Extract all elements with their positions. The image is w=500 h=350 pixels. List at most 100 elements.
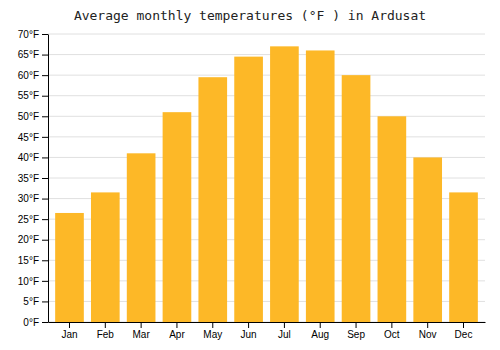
grid-line	[48, 116, 485, 117]
x-tick: Feb	[97, 322, 115, 340]
y-tick: 5°F	[23, 296, 48, 307]
bar	[55, 213, 84, 322]
x-tick-mark	[391, 322, 392, 328]
y-tick: 25°F	[18, 214, 48, 225]
x-tick: Dec	[455, 322, 473, 340]
x-tick-label: Nov	[419, 329, 437, 340]
x-tick-label: Oct	[384, 329, 400, 340]
y-tick-label: 10°F	[18, 276, 39, 287]
y-tick: 15°F	[18, 255, 48, 266]
x-tick: Aug	[311, 322, 329, 340]
y-tick: 70°F	[18, 29, 48, 40]
y-tick-label: 30°F	[18, 193, 39, 204]
x-tick-mark	[427, 322, 428, 328]
x-tick: Sep	[347, 322, 365, 340]
y-tick-label: 50°F	[18, 111, 39, 122]
x-tick: Oct	[384, 322, 400, 340]
y-tick-mark	[42, 199, 48, 200]
title: Average monthly temperatures (°F ) in Ar…	[74, 8, 426, 23]
y-tick-mark	[42, 301, 48, 302]
y-tick-mark	[42, 137, 48, 138]
y-tick-label: 45°F	[18, 132, 39, 143]
x-tick-label: May	[203, 329, 222, 340]
x-tick: Jan	[61, 322, 77, 340]
y-tick-label: 35°F	[18, 173, 39, 184]
y-tick-label: 5°F	[23, 296, 39, 307]
x-tick-label: Jan	[61, 329, 77, 340]
x-tick-label: Feb	[97, 329, 115, 340]
y-tick: 40°F	[18, 152, 48, 163]
y-tick-label: 0°F	[23, 317, 39, 328]
bar	[163, 112, 192, 322]
y-tick-mark	[42, 157, 48, 158]
y-tick-label: 55°F	[18, 90, 39, 101]
x-tick-mark	[463, 322, 464, 328]
y-tick-label: 70°F	[18, 29, 39, 40]
x-tick-label: Dec	[455, 329, 473, 340]
x-tick: May	[203, 322, 222, 340]
y-tick-mark	[42, 116, 48, 117]
bars	[55, 46, 478, 322]
y-tick-mark	[42, 178, 48, 179]
y-tick: 60°F	[18, 70, 48, 81]
y-tick-mark	[42, 240, 48, 241]
y-tick: 10°F	[18, 276, 48, 287]
y-tick-label: 15°F	[18, 255, 39, 266]
y-tick-mark	[42, 322, 48, 323]
y-tick-mark	[42, 260, 48, 261]
bar	[306, 50, 335, 322]
x-tick-mark	[212, 322, 213, 328]
x-tick: Jun	[241, 322, 257, 340]
x-tick-label: Mar	[133, 329, 151, 340]
bar	[91, 192, 120, 322]
x-tick-mark	[105, 322, 106, 328]
y-tick-label: 65°F	[18, 49, 39, 60]
x-axis: Jan Feb Mar Apr May Jun Jul Aug Sep Oct Nov Dec	[49, 322, 486, 340]
bar	[270, 46, 299, 322]
x-tick-label: Apr	[169, 329, 185, 340]
y-axis-line	[48, 35, 49, 323]
y-tick-label: 25°F	[18, 214, 39, 225]
bar	[449, 192, 478, 322]
plot: 0°F 5°F 10°F 15°F 20°F 25°F 30°F 35°F 40°F 45°F 50…	[18, 29, 486, 340]
y-tick-mark	[42, 55, 48, 56]
y-tick-label: 20°F	[18, 234, 39, 245]
x-tick-mark	[356, 322, 357, 328]
y-tick: 20°F	[18, 234, 48, 245]
y-tick: 45°F	[18, 132, 48, 143]
bar	[127, 153, 156, 322]
x-tick-mark	[141, 322, 142, 328]
y-tick: 65°F	[18, 49, 48, 60]
x-tick-label: Aug	[311, 329, 329, 340]
x-tick-label: Sep	[347, 329, 365, 340]
y-tick-mark	[42, 96, 48, 97]
x-tick: Jul	[278, 322, 291, 340]
x-tick-mark	[69, 322, 70, 328]
y-tick: 55°F	[18, 90, 48, 101]
y-tick-mark	[42, 281, 48, 282]
grid	[48, 34, 485, 322]
x-tick-mark	[284, 322, 285, 328]
bar	[413, 157, 442, 322]
grid-line	[48, 95, 485, 96]
y-tick-label: 40°F	[18, 152, 39, 163]
grid-line	[48, 34, 485, 35]
x-tick-mark	[176, 322, 177, 328]
y-tick-label: 60°F	[18, 70, 39, 81]
grid-line	[48, 75, 485, 76]
x-tick: Mar	[133, 322, 151, 340]
y-axis: 0°F 5°F 10°F 15°F 20°F 25°F 30°F 35°F 40°F 45°F 50…	[18, 29, 49, 328]
y-tick-mark	[42, 219, 48, 220]
x-tick-mark	[248, 322, 249, 328]
x-tick: Nov	[419, 322, 437, 340]
y-tick: 35°F	[18, 173, 48, 184]
y-tick-mark	[42, 34, 48, 35]
bar	[198, 77, 227, 322]
x-tick-label: Jun	[241, 329, 257, 340]
y-tick: 30°F	[18, 193, 48, 204]
y-tick: 50°F	[18, 111, 48, 122]
x-tick: Apr	[169, 322, 185, 340]
grid-line	[48, 136, 485, 137]
bar	[342, 75, 371, 322]
y-tick: 0°F	[23, 317, 48, 328]
